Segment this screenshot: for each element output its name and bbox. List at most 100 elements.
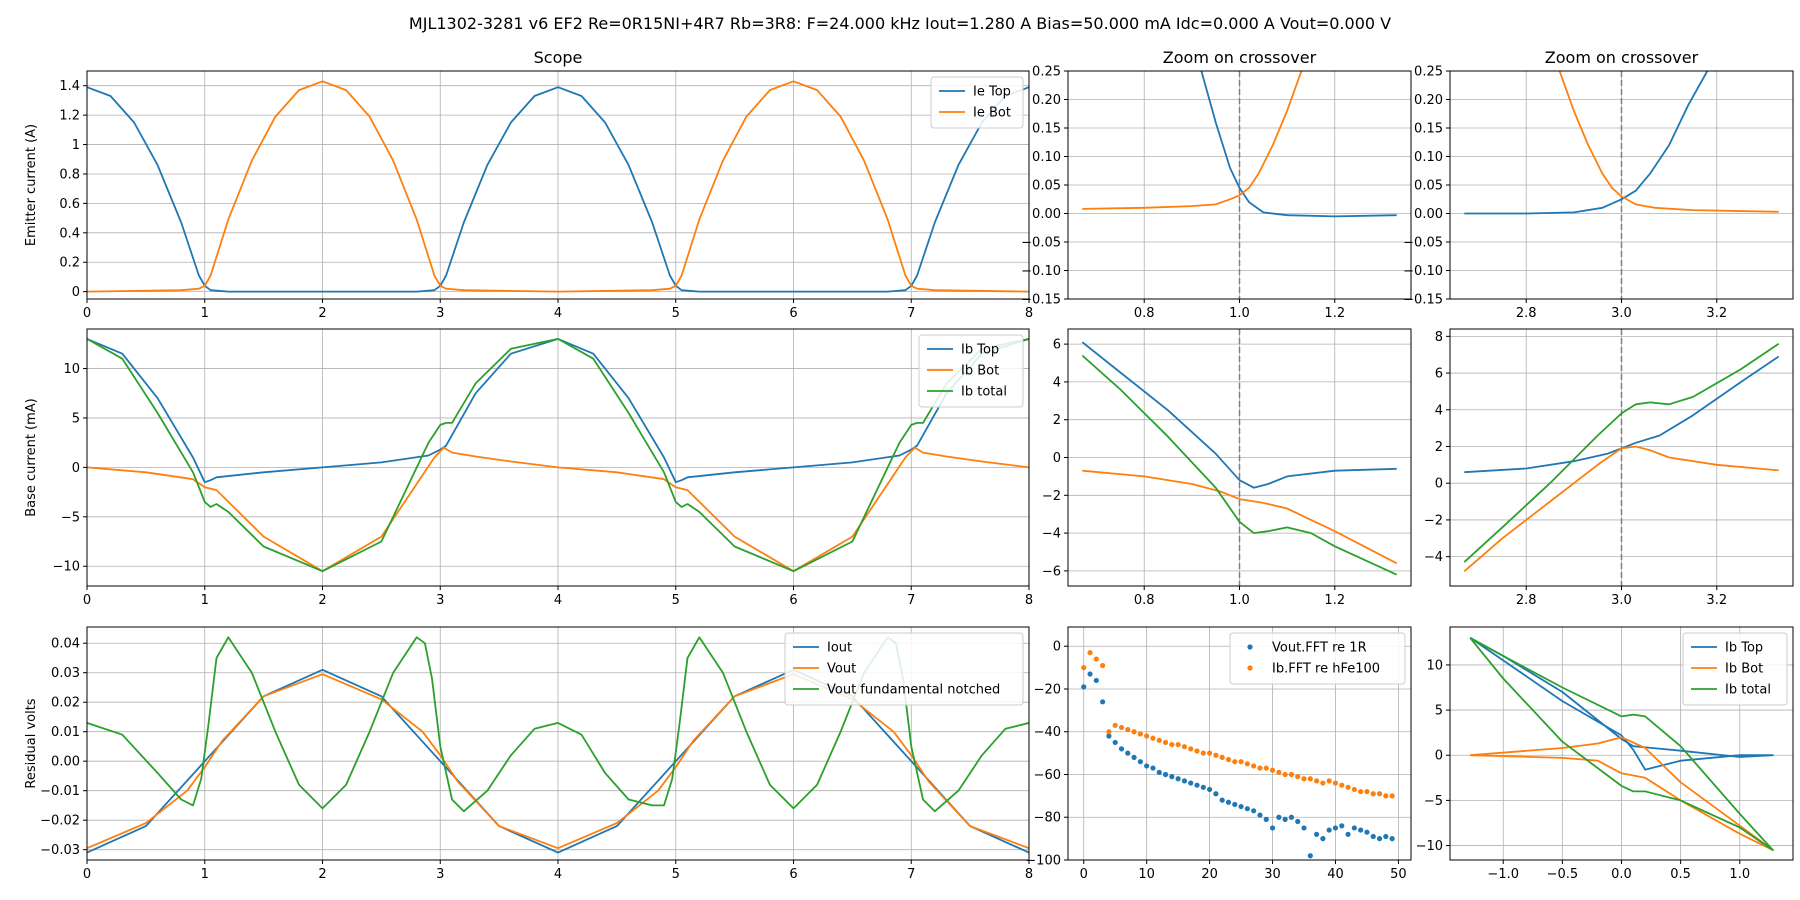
data-point-orange xyxy=(1370,791,1376,797)
data-point-orange xyxy=(1288,771,1295,778)
series-line-blue xyxy=(1469,637,1774,771)
data-point-blue xyxy=(1100,699,1106,705)
series-line-orange xyxy=(1470,736,1774,851)
data-point-orange xyxy=(1093,656,1099,662)
y-tick-label: −2 xyxy=(1042,489,1061,504)
x-tick-label: 1 xyxy=(201,867,209,882)
y-tick-label: 0 xyxy=(1053,451,1061,466)
x-tick-label: −1.0 xyxy=(1487,867,1519,882)
y-tick-label: −60 xyxy=(1034,768,1061,783)
y-tick-label: −10 xyxy=(53,560,80,575)
legend-label: Ib Top xyxy=(961,343,999,358)
data-point-blue xyxy=(1320,836,1326,842)
series-line-blue xyxy=(1200,71,1397,218)
data-point-blue xyxy=(1156,769,1162,775)
data-point-orange xyxy=(1225,756,1232,763)
data-point-orange xyxy=(1376,791,1383,797)
data-point-orange xyxy=(1118,724,1125,731)
data-point-orange xyxy=(1131,729,1137,735)
data-point-orange xyxy=(1269,767,1276,773)
y-tick-label: −0.10 xyxy=(1021,264,1061,279)
y-tick-label: 0 xyxy=(1435,749,1443,764)
y-tick-label: 0.20 xyxy=(1414,93,1443,108)
x-tick-label: 0 xyxy=(83,593,91,608)
data-point-blue xyxy=(1370,833,1376,840)
x-tick-label: 7 xyxy=(907,593,915,608)
data-point-orange xyxy=(1320,780,1326,786)
x-tick-label: 4 xyxy=(554,593,562,608)
y-tick-label: 6 xyxy=(1435,367,1443,382)
y-tick-label: −0.05 xyxy=(1021,236,1061,251)
data-point-orange xyxy=(1213,752,1219,758)
x-tick-label: 6 xyxy=(789,593,797,608)
data-point-blue xyxy=(1213,791,1219,797)
data-point-orange xyxy=(1112,722,1118,728)
y-tick-label: 2 xyxy=(1053,413,1061,428)
plot-area xyxy=(87,80,1029,293)
data-point-blue xyxy=(1137,759,1143,765)
data-point-blue xyxy=(1251,808,1257,814)
y-tick-label: −0.03 xyxy=(40,843,80,858)
data-point-orange xyxy=(1232,759,1238,765)
y-tick-label: 0.02 xyxy=(51,696,80,711)
x-tick-label: 10 xyxy=(1138,867,1155,882)
plot-area xyxy=(1081,650,1395,859)
data-point-orange xyxy=(1257,765,1263,771)
data-point-blue xyxy=(1339,823,1345,829)
data-point-blue xyxy=(1345,831,1351,837)
series-line-orange xyxy=(1558,71,1779,213)
x-tick-label: 3.2 xyxy=(1706,593,1727,608)
y-tick-label: 2 xyxy=(1435,440,1443,455)
data-point-blue xyxy=(1181,778,1188,784)
y-tick-label: −0.15 xyxy=(1021,293,1061,308)
x-tick-label: 0.5 xyxy=(1670,867,1691,882)
series-line-blue xyxy=(1464,71,1709,215)
series-line-green xyxy=(1081,354,1398,576)
data-point-orange xyxy=(1106,729,1112,735)
x-tick-label: 7 xyxy=(907,867,915,882)
data-point-blue xyxy=(1175,776,1181,782)
y-tick-label: 10 xyxy=(63,362,80,377)
series-line-orange xyxy=(87,446,1029,573)
y-tick-label: −0.01 xyxy=(40,784,80,799)
series-line-orange xyxy=(87,80,1029,293)
y-tick-label: −40 xyxy=(1034,725,1061,740)
legend-label: Vout.FFT re 1R xyxy=(1272,641,1367,656)
x-tick-label: 5 xyxy=(672,306,680,321)
data-point-orange xyxy=(1144,733,1150,739)
legend: Vout.FFT re 1R Ib.FFT re hFe100 xyxy=(1229,632,1406,685)
panel-emitter: 0 1 2 3 4 5 6 7 8 0 0.2 0.4 0.6 0.8 1 1.2 1.4 Scope Emitte… xyxy=(24,48,1033,321)
series-line-green xyxy=(87,338,1029,573)
legend-label: Ib total xyxy=(961,385,1007,400)
data-point-blue xyxy=(1257,812,1263,818)
data-point-orange xyxy=(1307,776,1313,782)
legend: Ie Top Ie Bot xyxy=(930,76,1024,129)
data-point-blue xyxy=(1081,684,1087,690)
plot-area xyxy=(87,338,1029,573)
y-tick-label: 5 xyxy=(1435,704,1443,719)
data-point-orange xyxy=(1364,788,1370,795)
legend-box xyxy=(930,76,1024,129)
panel-base-zoom-1: 0.8 1.0 1.2 −6 −4 −2 0 2 4 6 xyxy=(1042,328,1412,608)
data-point-orange xyxy=(1313,778,1320,784)
plot-area xyxy=(1081,341,1398,576)
y-tick-label: 0.2 xyxy=(59,256,80,271)
y-tick-label: −4 xyxy=(1042,527,1061,542)
data-point-orange xyxy=(1244,761,1250,767)
data-point-orange xyxy=(1087,650,1093,656)
data-point-blue xyxy=(1087,671,1093,677)
y-tick-label: 0.05 xyxy=(1032,179,1061,194)
series-line-blue xyxy=(1081,341,1397,489)
y-tick-label: 8 xyxy=(1435,330,1443,345)
data-point-blue xyxy=(1144,763,1150,769)
panel-fft: 0 10 20 30 40 50 −100 −80 −60 −40 −20 0 Vout.FFT re … xyxy=(1025,626,1412,882)
data-point-orange xyxy=(1200,750,1206,756)
y-tick-label: −2 xyxy=(1424,513,1443,528)
figure-suptitle: MJL1302-3281 v6 EF2 Re=0R15NI+4R7 Rb=3R8… xyxy=(408,14,1392,33)
data-point-orange xyxy=(1238,759,1244,765)
y-tick-label: −20 xyxy=(1034,682,1061,697)
y-tick-label: 0.10 xyxy=(1414,150,1443,165)
x-tick-label: 8 xyxy=(1025,306,1033,321)
x-tick-label: 3.0 xyxy=(1611,306,1632,321)
data-point-orange xyxy=(1207,750,1213,756)
